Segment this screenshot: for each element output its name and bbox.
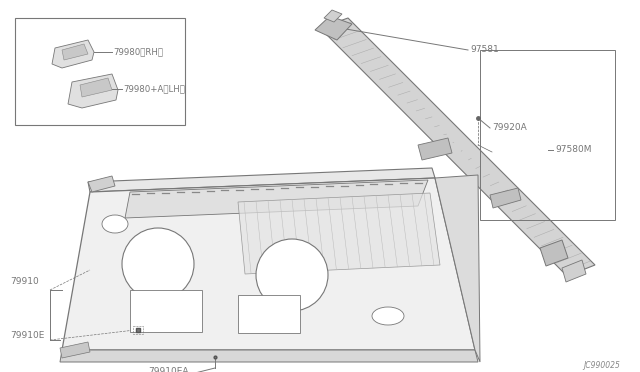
Polygon shape [238, 193, 440, 274]
Ellipse shape [102, 215, 128, 233]
Text: 97580M: 97580M [555, 145, 591, 154]
Text: 79980〈RH〉: 79980〈RH〉 [113, 48, 163, 57]
Text: 97581: 97581 [470, 45, 499, 55]
Text: JC990025: JC990025 [583, 360, 620, 369]
Text: 79980+A〈LH〉: 79980+A〈LH〉 [123, 84, 185, 93]
Ellipse shape [372, 307, 404, 325]
Text: 79910E: 79910E [10, 330, 44, 340]
Polygon shape [490, 188, 521, 208]
Polygon shape [562, 260, 586, 282]
Bar [238, 295, 300, 333]
Polygon shape [62, 178, 475, 350]
Text: 79910EA: 79910EA [148, 368, 189, 372]
Polygon shape [80, 78, 112, 97]
Polygon shape [60, 342, 90, 358]
Text: 79910: 79910 [10, 278, 39, 286]
Polygon shape [52, 40, 94, 68]
Polygon shape [435, 175, 480, 362]
Polygon shape [60, 350, 478, 362]
Bar [130, 290, 202, 332]
Polygon shape [324, 10, 342, 22]
Bar [15, 18, 185, 125]
Circle shape [122, 228, 194, 300]
Polygon shape [320, 18, 595, 276]
Polygon shape [88, 168, 435, 192]
Bar [480, 50, 615, 220]
Polygon shape [62, 44, 88, 60]
Polygon shape [88, 176, 115, 192]
Bar [133, 326, 143, 334]
Polygon shape [125, 180, 428, 218]
Polygon shape [540, 240, 568, 266]
Polygon shape [315, 16, 352, 40]
Polygon shape [68, 74, 118, 108]
Circle shape [256, 239, 328, 311]
Text: 79920A: 79920A [492, 124, 527, 132]
Polygon shape [418, 138, 452, 160]
